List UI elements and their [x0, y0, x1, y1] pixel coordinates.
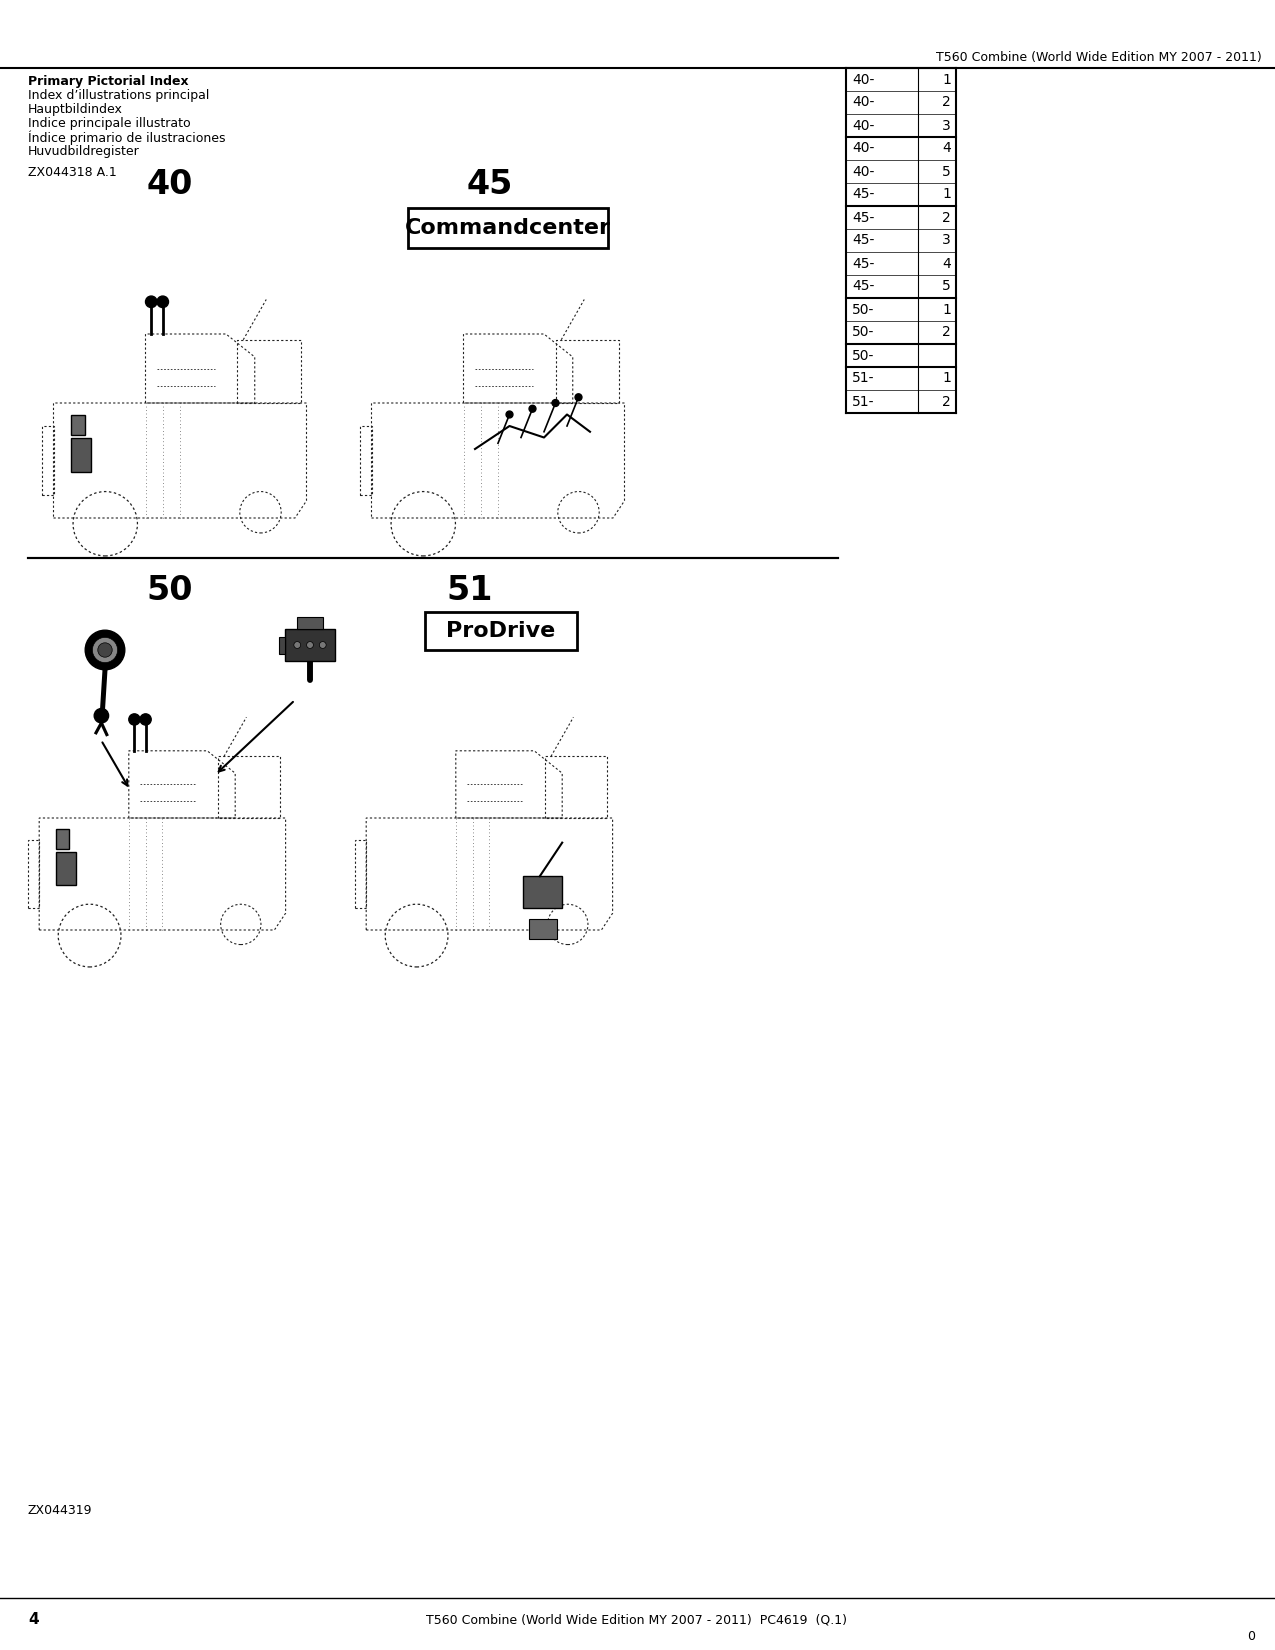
Text: 40: 40: [147, 168, 194, 201]
Text: 2: 2: [942, 211, 951, 224]
Text: 2: 2: [942, 394, 951, 409]
Text: 1: 1: [942, 302, 951, 317]
Bar: [70, 414, 84, 436]
Circle shape: [552, 399, 558, 406]
Text: ZX044318 A.1: ZX044318 A.1: [28, 165, 117, 178]
Bar: [297, 617, 323, 629]
Text: 3: 3: [942, 119, 951, 132]
Circle shape: [529, 406, 536, 412]
Circle shape: [293, 642, 301, 648]
Bar: [56, 851, 76, 884]
Text: Huvudbildregister: Huvudbildregister: [28, 145, 140, 158]
Bar: [56, 830, 69, 850]
Text: 45-: 45-: [852, 188, 875, 201]
Text: 51-: 51-: [852, 371, 875, 386]
Text: Primary Pictorial Index: Primary Pictorial Index: [28, 76, 189, 89]
Bar: [408, 208, 608, 248]
Circle shape: [319, 642, 326, 648]
Circle shape: [129, 714, 140, 724]
Bar: [70, 437, 92, 472]
Text: 5: 5: [942, 279, 951, 294]
Text: 45-: 45-: [852, 211, 875, 224]
Circle shape: [92, 637, 117, 663]
Text: ProDrive: ProDrive: [446, 620, 556, 640]
Text: 45-: 45-: [852, 234, 875, 248]
Text: 4: 4: [942, 142, 951, 155]
Circle shape: [506, 411, 513, 417]
Text: 40-: 40-: [852, 119, 875, 132]
Text: 51: 51: [446, 574, 493, 607]
Circle shape: [145, 295, 157, 307]
Text: 50-: 50-: [852, 325, 875, 340]
Circle shape: [140, 714, 152, 724]
Text: 45-: 45-: [852, 256, 875, 271]
Text: T560 Combine (World Wide Edition MY 2007 - 2011): T560 Combine (World Wide Edition MY 2007…: [936, 51, 1262, 64]
Text: 1: 1: [942, 73, 951, 86]
Text: 51-: 51-: [852, 394, 875, 409]
Text: 1: 1: [942, 371, 951, 386]
Bar: [529, 919, 557, 939]
Text: Index d’illustrations principal: Index d’illustrations principal: [28, 89, 209, 102]
Text: 40-: 40-: [852, 96, 875, 109]
Text: 40-: 40-: [852, 165, 875, 178]
Circle shape: [157, 295, 168, 307]
Text: 50-: 50-: [852, 348, 875, 363]
Text: 45-: 45-: [852, 279, 875, 294]
Circle shape: [85, 630, 125, 670]
Bar: [847, 68, 956, 412]
Text: 45: 45: [467, 168, 513, 201]
Circle shape: [306, 642, 314, 648]
Bar: [278, 637, 286, 653]
Text: ZX044319: ZX044319: [28, 1503, 93, 1516]
Text: 50: 50: [147, 574, 194, 607]
Text: 4: 4: [28, 1612, 38, 1627]
Circle shape: [98, 644, 112, 657]
Bar: [425, 612, 578, 650]
Text: 2: 2: [942, 96, 951, 109]
Text: Indice principale illustrato: Indice principale illustrato: [28, 117, 191, 130]
Text: 5: 5: [942, 165, 951, 178]
Text: Hauptbildindex: Hauptbildindex: [28, 104, 122, 117]
Text: 1: 1: [942, 188, 951, 201]
Text: Commandcenter: Commandcenter: [405, 218, 611, 238]
Bar: [286, 629, 334, 662]
Text: 3: 3: [942, 234, 951, 248]
Text: 40-: 40-: [852, 73, 875, 86]
Circle shape: [94, 708, 108, 723]
Text: T560 Combine (World Wide Edition MY 2007 - 2011)  PC4619  (Q.1): T560 Combine (World Wide Edition MY 2007…: [427, 1614, 848, 1627]
Text: 4: 4: [942, 256, 951, 271]
Text: 40-: 40-: [852, 142, 875, 155]
Bar: [523, 876, 562, 908]
Circle shape: [575, 394, 581, 401]
Text: 0: 0: [1247, 1630, 1255, 1643]
Text: 2: 2: [942, 325, 951, 340]
Text: 50-: 50-: [852, 302, 875, 317]
Text: Índice primario de ilustraciones: Índice primario de ilustraciones: [28, 130, 226, 145]
